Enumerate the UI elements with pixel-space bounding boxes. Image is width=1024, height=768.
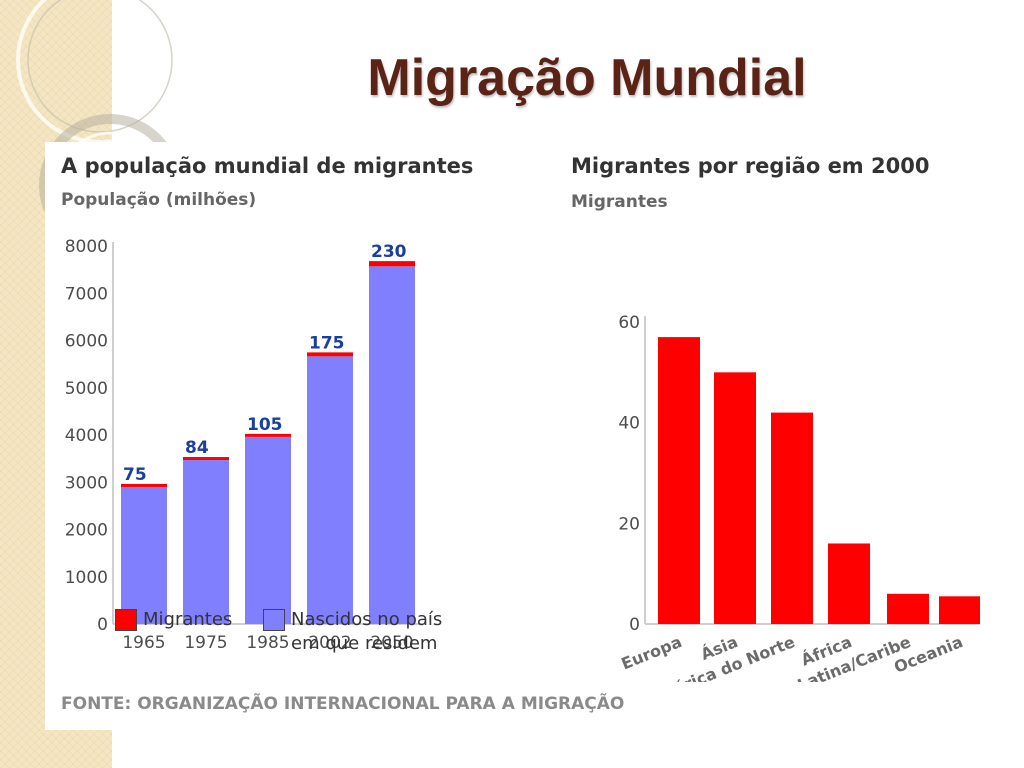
y-tick-label: 6000 bbox=[65, 332, 108, 352]
bar-value-label: 84 bbox=[185, 438, 209, 458]
bar-native bbox=[245, 436, 291, 624]
slide-title: Migração Mundial bbox=[367, 49, 807, 107]
bar-native bbox=[369, 266, 415, 624]
y-tick-label: 20 bbox=[618, 514, 640, 534]
y-tick-label: 40 bbox=[618, 414, 640, 434]
legend-label-native-line1: Nascidos no país bbox=[291, 609, 443, 630]
left-chart-title: A população mundial de migrantes bbox=[61, 154, 474, 178]
y-tick-label: 4000 bbox=[65, 426, 108, 446]
bar-native bbox=[121, 486, 167, 624]
right-chart-ylabel: Migrantes bbox=[571, 192, 668, 212]
y-tick-label: 3000 bbox=[65, 473, 108, 493]
x-tick-label: 1975 bbox=[184, 633, 227, 653]
bar-value-label: 75 bbox=[123, 465, 147, 485]
y-tick-label: 5000 bbox=[65, 379, 108, 399]
x-tick-label: Europa bbox=[619, 632, 685, 673]
bar-native bbox=[307, 356, 353, 624]
legend-item-native: Nascidos no país em que residem bbox=[263, 608, 442, 656]
legend-label-migrants: Migrantes bbox=[143, 609, 233, 630]
bar-value-label: 175 bbox=[309, 333, 345, 353]
x-tick-label: 2002 bbox=[308, 633, 351, 653]
y-tick-label: 7000 bbox=[65, 284, 108, 304]
legend-label-native: Nascidos no país em que residem bbox=[291, 608, 442, 656]
bar-migrants bbox=[369, 261, 415, 267]
bar bbox=[714, 372, 756, 624]
y-tick-label: 0 bbox=[629, 615, 640, 635]
bar-migrants bbox=[121, 483, 167, 487]
bar-value-label: 230 bbox=[371, 242, 407, 262]
figure-panel: A população mundial de migrantes Populaç… bbox=[45, 142, 992, 730]
source-note: FONTE: ORGANIZAÇÃO INTERNACIONAL PARA A … bbox=[61, 694, 625, 714]
bar-migrants bbox=[307, 352, 353, 357]
legend-swatch-native bbox=[263, 609, 285, 631]
bar-value-label: 105 bbox=[247, 415, 283, 435]
y-tick-label: 8000 bbox=[65, 237, 108, 257]
y-tick-label: 2000 bbox=[65, 521, 108, 541]
x-tick-label: 1965 bbox=[122, 633, 165, 653]
legend-item-migrants: Migrantes bbox=[115, 608, 232, 632]
y-tick-label: 0 bbox=[97, 615, 108, 635]
bar bbox=[771, 412, 813, 624]
left-chart-ylabel: População (milhões) bbox=[61, 190, 257, 210]
bar bbox=[939, 596, 980, 624]
bar-migrants bbox=[183, 457, 229, 461]
bar-migrants bbox=[245, 433, 291, 437]
left-chart: 0 1000 2000 3000 4000 5000 6000 7000 8000 75 1965 8… bbox=[65, 237, 423, 653]
bar bbox=[658, 337, 700, 624]
right-chart-title: Migrantes por região em 2000 bbox=[571, 154, 930, 178]
x-tick-label: 1985 bbox=[246, 633, 289, 653]
legend-swatch-migrants bbox=[115, 609, 137, 631]
bar bbox=[828, 543, 870, 624]
y-tick-label: 1000 bbox=[65, 568, 108, 588]
bar bbox=[887, 593, 929, 624]
x-tick-label: 2050 bbox=[370, 633, 413, 653]
bar-native bbox=[183, 460, 229, 624]
legend-label-native-line2: em que residem bbox=[291, 633, 438, 654]
y-tick-label: 60 bbox=[618, 313, 640, 333]
